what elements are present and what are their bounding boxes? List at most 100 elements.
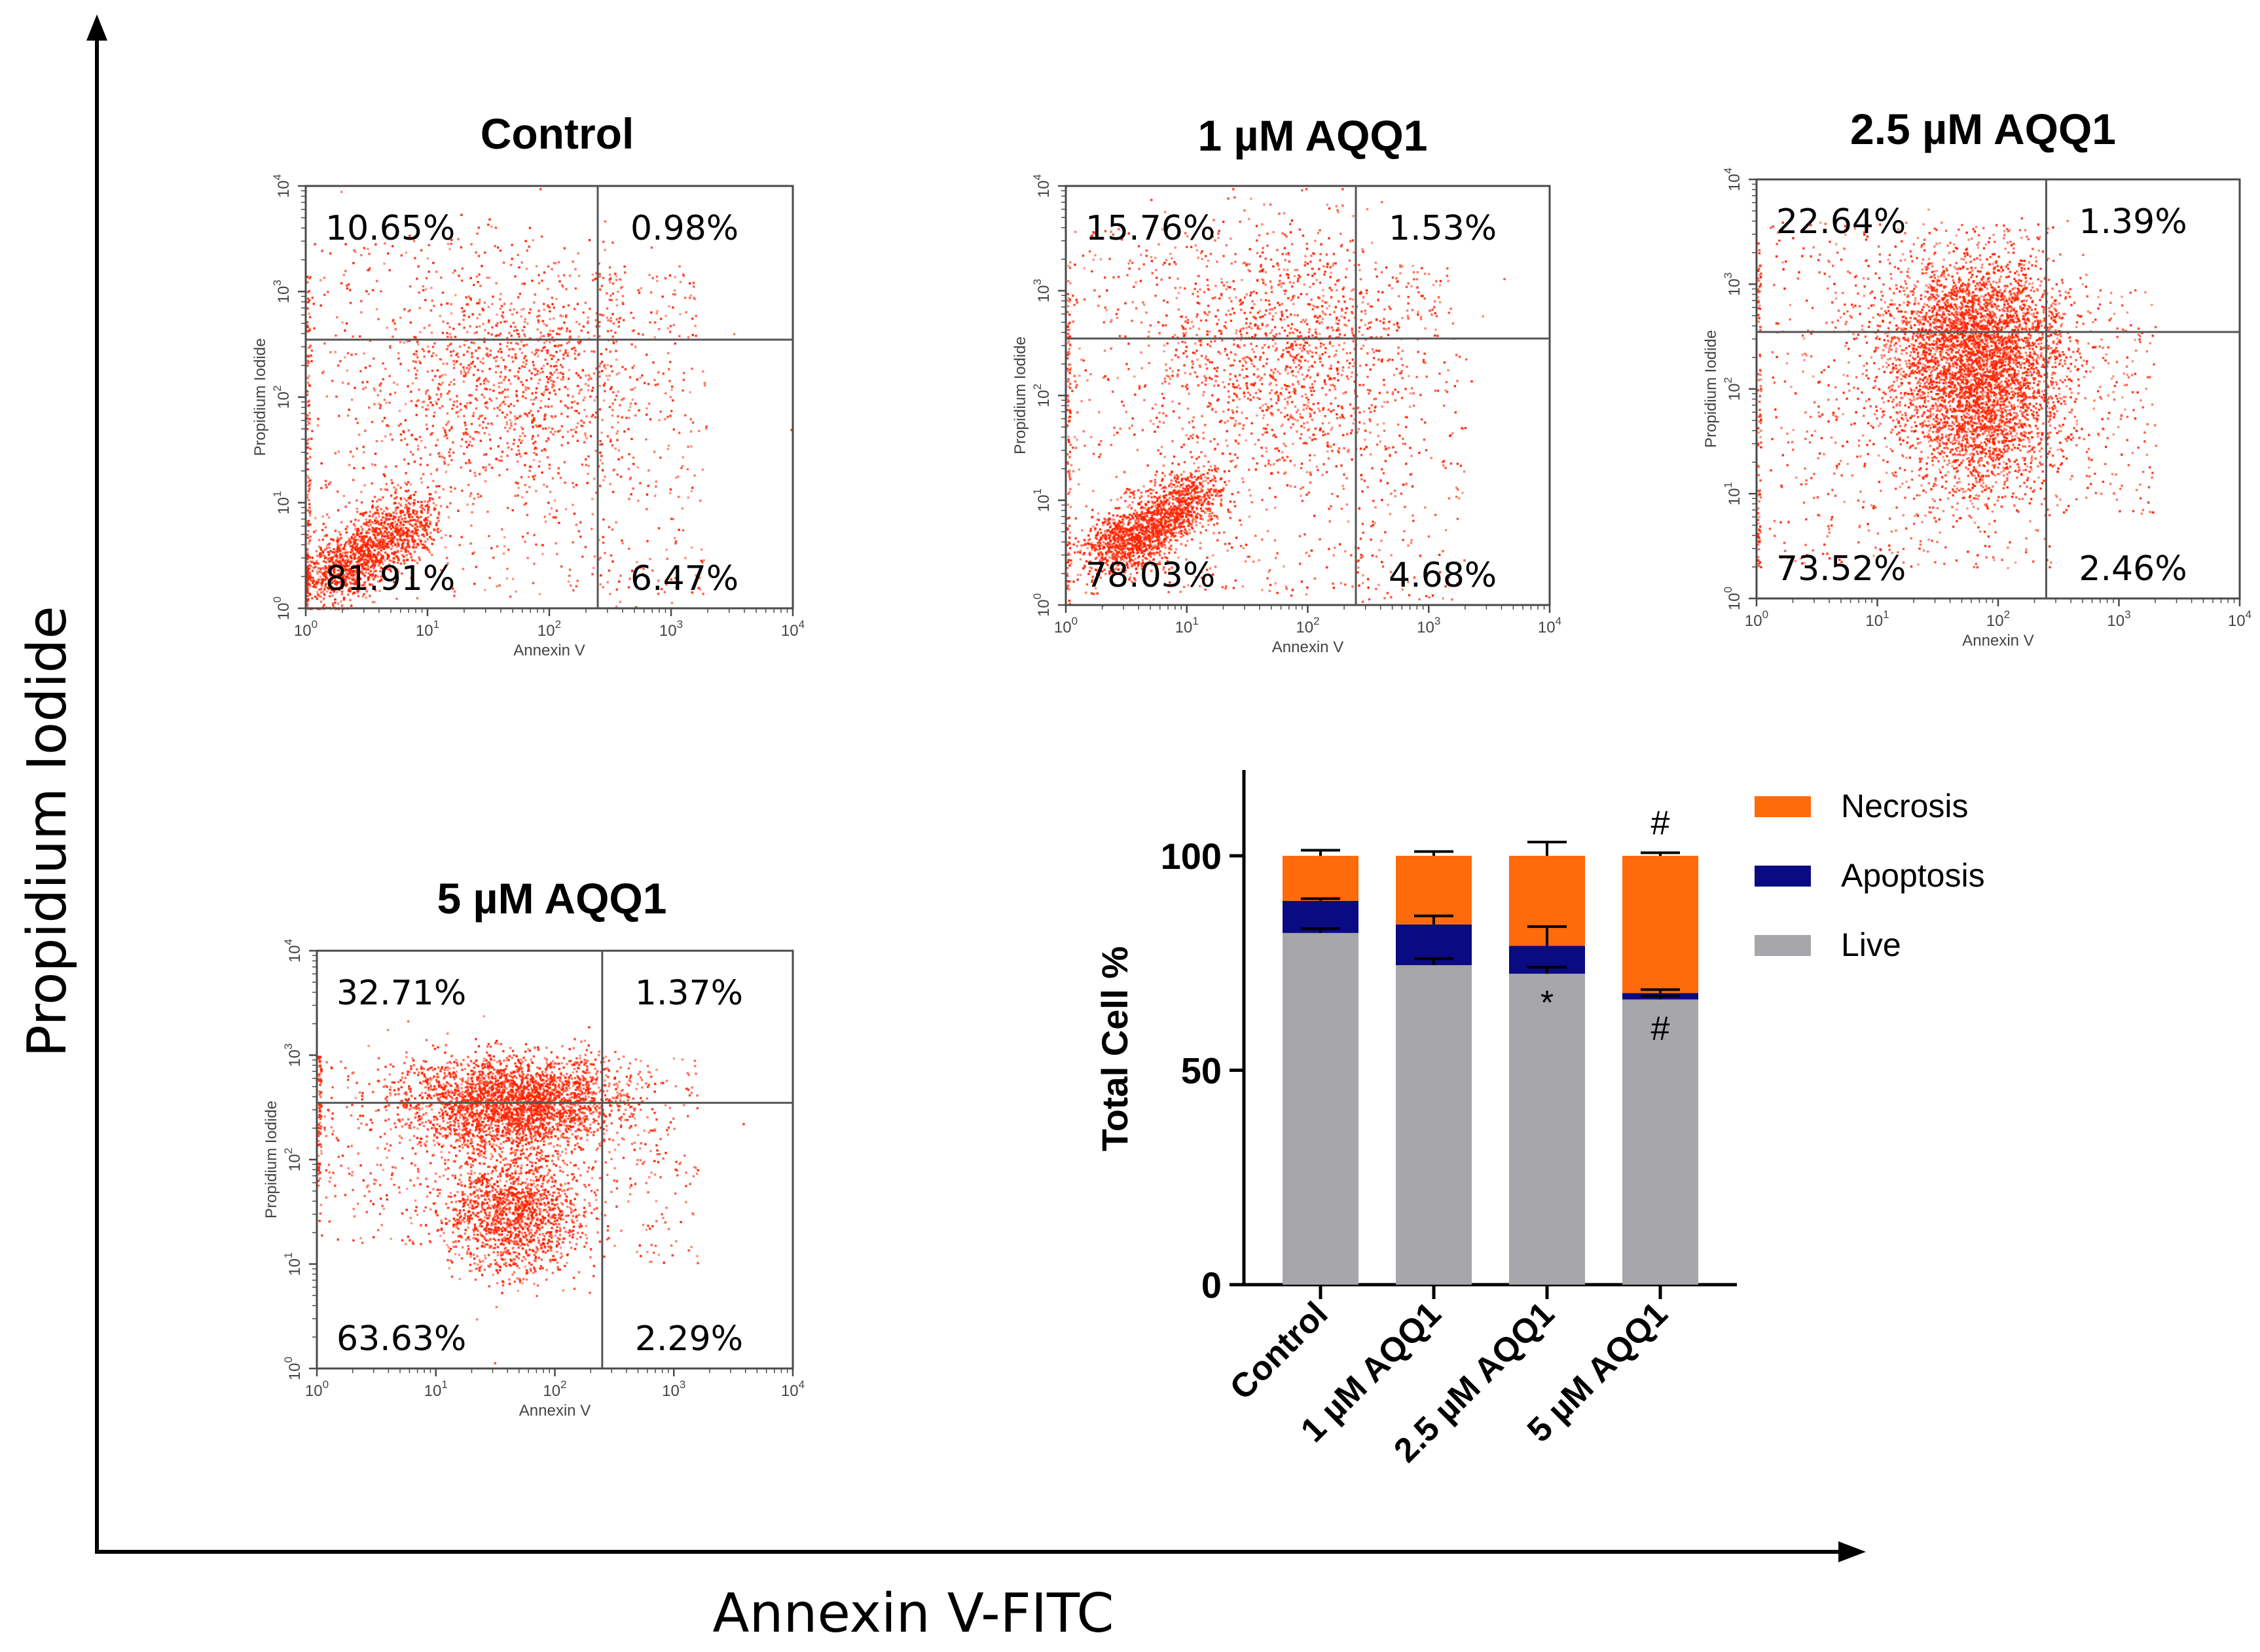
flow-point bbox=[452, 587, 454, 590]
flow-point bbox=[1209, 507, 1212, 510]
flow-point bbox=[1171, 566, 1173, 569]
flow-point bbox=[339, 583, 342, 586]
flow-point bbox=[1178, 513, 1181, 515]
flow-point bbox=[1137, 565, 1139, 568]
flow-point bbox=[691, 591, 693, 594]
flow-point bbox=[316, 578, 319, 581]
flow-point bbox=[1134, 519, 1137, 523]
flow-point bbox=[306, 424, 309, 426]
flow-point bbox=[1172, 498, 1175, 501]
flow-point bbox=[376, 553, 379, 555]
flow-point bbox=[440, 276, 443, 279]
flow-point bbox=[364, 555, 367, 558]
flow-point bbox=[617, 321, 620, 323]
flow-point bbox=[650, 311, 653, 314]
flow-point bbox=[1203, 501, 1205, 504]
flow-point bbox=[694, 325, 697, 327]
flow-point bbox=[365, 590, 368, 593]
flow-point bbox=[562, 306, 565, 308]
flow-point bbox=[611, 444, 614, 447]
flow-point bbox=[1195, 513, 1198, 516]
flow-point bbox=[628, 498, 630, 500]
flow-point bbox=[352, 479, 355, 481]
flow-point bbox=[513, 329, 516, 332]
flow-point bbox=[579, 390, 581, 392]
flow-point bbox=[1175, 493, 1178, 496]
flow-point bbox=[374, 506, 378, 509]
flow-point bbox=[1105, 559, 1108, 562]
flow-point bbox=[543, 448, 546, 450]
flow-point bbox=[661, 295, 664, 298]
flow-point bbox=[657, 593, 660, 595]
flow-point bbox=[404, 419, 407, 422]
flow-point bbox=[362, 445, 365, 449]
flow-point bbox=[384, 530, 386, 533]
flow-point bbox=[412, 511, 415, 515]
flow-point bbox=[307, 297, 310, 300]
flow-point bbox=[1186, 486, 1188, 489]
flow-point bbox=[407, 527, 410, 530]
flow-point bbox=[425, 528, 428, 532]
flow-point bbox=[565, 314, 568, 317]
flow-point bbox=[416, 542, 419, 545]
flow-point bbox=[340, 191, 343, 193]
flow-point bbox=[617, 415, 619, 418]
flow-point bbox=[1222, 487, 1225, 490]
flow-point bbox=[377, 538, 380, 541]
flow-point bbox=[1104, 534, 1108, 538]
flow-point bbox=[349, 562, 352, 565]
flow-point bbox=[1082, 543, 1085, 547]
flow-point bbox=[354, 528, 357, 530]
flow-point bbox=[306, 584, 309, 587]
flow-point bbox=[379, 390, 382, 392]
flow-point bbox=[308, 404, 311, 407]
flow-point bbox=[505, 320, 508, 323]
flow-point bbox=[530, 372, 533, 375]
flow-point bbox=[532, 442, 535, 445]
flow-point bbox=[417, 500, 420, 504]
flow-point bbox=[461, 489, 464, 492]
flow-point bbox=[1175, 481, 1178, 484]
flow-point bbox=[1131, 559, 1133, 562]
flow-point bbox=[1108, 534, 1110, 537]
flow-point bbox=[324, 579, 327, 581]
flow-point bbox=[548, 464, 551, 466]
flow-point bbox=[538, 465, 540, 468]
flow-point bbox=[351, 548, 354, 551]
flow-point bbox=[615, 358, 618, 361]
flow-point bbox=[1117, 523, 1120, 526]
flow-point bbox=[558, 350, 562, 352]
flow-point bbox=[1087, 534, 1090, 537]
flow-point bbox=[548, 392, 551, 394]
flow-point bbox=[602, 536, 604, 538]
flow-point bbox=[547, 378, 550, 380]
flow-point bbox=[653, 450, 656, 453]
flow-point bbox=[601, 462, 604, 465]
flow-point bbox=[1127, 566, 1129, 569]
flow-point bbox=[490, 547, 493, 549]
flow-point bbox=[1077, 540, 1080, 543]
flow-point bbox=[397, 542, 399, 545]
flow-point bbox=[619, 278, 621, 281]
flow-point bbox=[595, 395, 598, 399]
flow-point bbox=[403, 513, 406, 517]
flow-point bbox=[499, 348, 501, 350]
flow-point bbox=[610, 277, 612, 280]
flow-point bbox=[1089, 551, 1091, 554]
flow-point bbox=[1190, 491, 1192, 494]
flow-point bbox=[358, 551, 361, 554]
flow-point bbox=[519, 435, 522, 437]
flow-point bbox=[537, 355, 539, 358]
flow-point bbox=[497, 445, 500, 448]
flow-point bbox=[399, 520, 403, 523]
flow-point bbox=[378, 562, 381, 566]
flow-point bbox=[388, 559, 392, 562]
flow-point bbox=[371, 515, 374, 518]
flow-point bbox=[435, 393, 438, 396]
flow-point bbox=[403, 538, 406, 541]
flow-point bbox=[356, 511, 359, 513]
flow-point bbox=[339, 359, 342, 363]
flow-point bbox=[392, 526, 395, 529]
flow-point bbox=[589, 435, 592, 437]
flow-point bbox=[391, 438, 393, 441]
